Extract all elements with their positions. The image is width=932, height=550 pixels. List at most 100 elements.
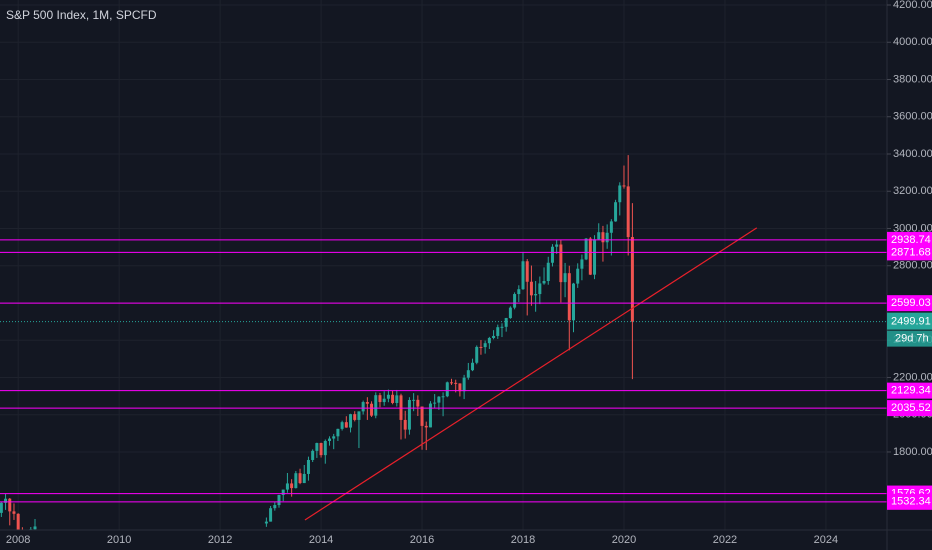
candle-body <box>306 459 310 474</box>
candle-body <box>571 283 575 321</box>
x-tick-label: 2016 <box>410 534 434 546</box>
candle-body <box>395 395 399 403</box>
candle-body <box>580 259 584 269</box>
candle-body <box>353 414 357 420</box>
candle-body <box>365 402 369 404</box>
candle-body <box>311 450 315 460</box>
candle-body <box>319 443 323 456</box>
y-tick-label: 1800.00 <box>893 446 932 458</box>
candle-body <box>403 419 407 430</box>
candle-body <box>428 403 432 428</box>
level-label: 2035.52 <box>891 402 931 414</box>
candle-body <box>534 294 538 296</box>
level-label: 2871.68 <box>891 246 931 258</box>
level-label: 2599.03 <box>891 297 931 309</box>
candle-body <box>475 346 479 363</box>
candle-body <box>597 232 601 240</box>
candle-body <box>277 494 281 506</box>
last-price-box <box>887 312 932 330</box>
candle-body <box>466 370 470 378</box>
candle-body <box>332 436 336 439</box>
candle-body <box>407 400 411 430</box>
candle-body <box>614 202 618 222</box>
plot-area <box>0 155 887 530</box>
y-tick-label: 3000.00 <box>893 222 932 234</box>
candle-body <box>576 268 580 284</box>
candle-body <box>567 273 571 321</box>
candle-body <box>496 327 500 336</box>
x-tick-label: 2008 <box>6 534 30 546</box>
chart-title: S&P 500 Index, 1M, SPCFD <box>6 8 157 22</box>
candle-body <box>487 337 491 344</box>
x-tick-label: 2010 <box>107 534 131 546</box>
candle-body <box>529 281 533 296</box>
y-tick-label: 3600.00 <box>893 111 932 123</box>
candle-body <box>513 294 517 308</box>
candle-body <box>492 335 496 338</box>
candle-body <box>626 186 630 238</box>
candle-body <box>622 185 626 187</box>
candle-body <box>550 246 554 263</box>
trend-line <box>304 227 758 521</box>
candle-body <box>323 440 327 456</box>
x-tick-label: 2024 <box>814 534 838 546</box>
candle-body <box>273 505 277 509</box>
candle-body <box>294 473 298 489</box>
candle-body <box>593 239 597 275</box>
candle-body <box>618 185 622 203</box>
candle-body <box>542 281 546 284</box>
y-tick-label: 3400.00 <box>893 148 932 160</box>
candle-body <box>327 438 331 441</box>
candle-body <box>521 261 525 290</box>
candle-body <box>336 428 340 437</box>
y-tick-label: 4000.00 <box>893 36 932 48</box>
y-tick-label: 3200.00 <box>893 185 932 197</box>
candle-body <box>538 283 542 295</box>
candle-body <box>458 383 462 392</box>
x-tick-label: 2018 <box>511 534 535 546</box>
x-tick-label: 2022 <box>713 534 737 546</box>
y-tick-label: 3800.00 <box>893 73 932 85</box>
candle-body <box>315 443 319 451</box>
candle-body <box>563 273 567 283</box>
candle-body <box>517 289 521 295</box>
candle-body <box>437 396 441 403</box>
candle-body <box>433 402 437 404</box>
candle-body <box>298 473 302 484</box>
countdown-label: 29d 7h <box>895 333 929 345</box>
level-label-box <box>887 382 932 399</box>
candle-body <box>382 398 386 403</box>
level-label-box <box>887 493 932 510</box>
candle-body <box>361 402 365 412</box>
candle-body <box>601 232 605 243</box>
candle-body <box>416 399 420 407</box>
candle-body <box>445 382 449 397</box>
candle-body <box>525 261 529 282</box>
candle-body <box>290 483 294 489</box>
candle-body <box>340 422 344 429</box>
candle-body <box>500 326 504 328</box>
candle-body <box>471 362 475 371</box>
candle-body <box>391 394 395 403</box>
y-tick-label: 4200.00 <box>893 0 932 11</box>
candle-body <box>8 498 12 512</box>
level-label-box <box>887 244 932 261</box>
candle-body <box>559 244 563 283</box>
candle-body <box>424 425 428 428</box>
candle-body <box>441 396 445 398</box>
candle-body <box>546 262 550 282</box>
candle-body <box>508 307 512 319</box>
candle-body <box>605 232 609 243</box>
level-label: 1532.34 <box>891 496 931 508</box>
countdown-box <box>887 330 932 347</box>
candle-body <box>12 511 16 514</box>
candle-body <box>349 414 353 428</box>
candle-body <box>269 508 273 522</box>
candle-body <box>555 244 559 247</box>
candle-body <box>609 221 613 233</box>
candle-body <box>378 395 382 403</box>
level-label-box <box>887 400 932 417</box>
grid <box>0 0 887 530</box>
